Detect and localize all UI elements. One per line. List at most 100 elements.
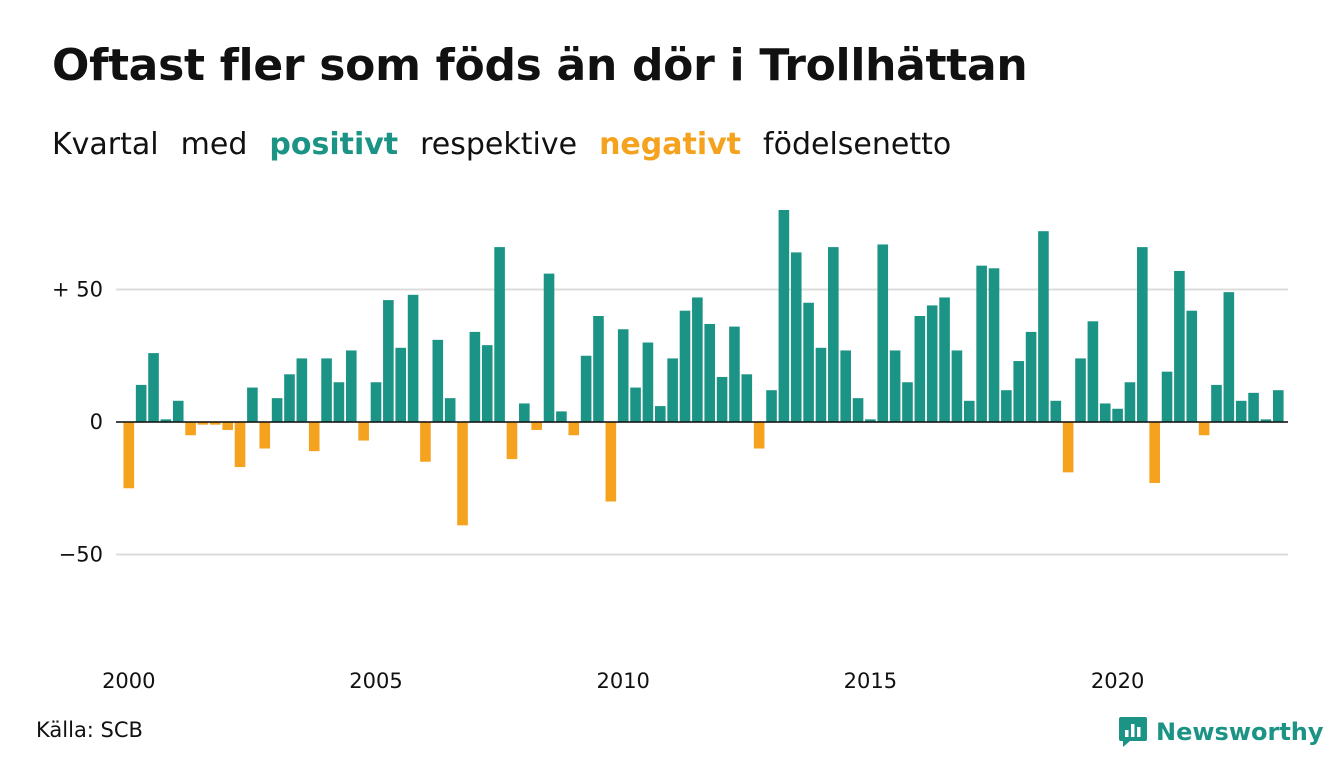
bar <box>753 422 765 449</box>
bar <box>197 422 209 425</box>
bar <box>172 400 184 422</box>
bar <box>1124 382 1136 422</box>
bar <box>988 268 1000 422</box>
bar <box>729 326 740 422</box>
bar <box>506 422 518 460</box>
bar <box>222 422 233 430</box>
bar <box>1038 231 1049 422</box>
bar <box>889 350 901 422</box>
subtitle-positive-label: positivt <box>269 127 399 162</box>
x-tick-label: 2005 <box>349 669 402 693</box>
bar <box>432 339 444 422</box>
bar <box>160 419 172 422</box>
subtitle-word: respektive <box>420 127 578 162</box>
bar <box>420 422 431 462</box>
bar <box>321 358 332 422</box>
bar <box>926 305 938 422</box>
bar <box>877 244 889 422</box>
x-tick-label: 2000 <box>102 669 155 693</box>
bar <box>790 252 802 422</box>
bar <box>444 398 456 422</box>
bar <box>135 384 147 422</box>
bar <box>148 353 159 422</box>
bar <box>902 382 913 422</box>
bar <box>741 374 753 422</box>
bar <box>1099 403 1111 422</box>
x-axis-ticks: 2000 2005 2010 2015 2020 <box>102 669 1144 693</box>
source-note: Källa: SCB <box>36 718 143 742</box>
bar <box>247 387 258 422</box>
bar <box>605 422 617 502</box>
bar <box>939 297 950 422</box>
y-tick-label: 0 <box>90 410 103 434</box>
bar <box>667 358 678 422</box>
bar <box>123 422 135 489</box>
bars <box>116 210 1288 526</box>
bar <box>543 273 555 422</box>
bar <box>531 422 542 430</box>
bar <box>654 406 666 422</box>
x-tick-label: 2015 <box>844 669 897 693</box>
bar <box>580 355 592 422</box>
bar <box>383 300 394 422</box>
bar <box>457 422 468 526</box>
bar <box>1062 422 1074 473</box>
bar <box>308 422 320 452</box>
bar <box>1161 371 1173 422</box>
y-tick-label: + 50 <box>52 278 103 302</box>
bar <box>1050 400 1062 422</box>
chart-subtitle: Kvartal med positivt respektive negativt föde… <box>52 127 973 162</box>
bar <box>630 387 641 422</box>
bar <box>1001 390 1012 422</box>
bar <box>568 422 580 436</box>
bar <box>234 422 246 468</box>
bar <box>976 265 987 422</box>
bar <box>370 382 382 422</box>
bar <box>296 358 308 422</box>
newsworthy-icon <box>1119 717 1147 747</box>
x-tick-label: 2020 <box>1091 669 1144 693</box>
bar <box>1223 292 1235 422</box>
subtitle-negative-label: negativt <box>599 127 742 162</box>
bar <box>840 350 851 422</box>
bar <box>815 347 827 422</box>
bar <box>828 247 839 422</box>
bar <box>519 403 530 422</box>
subtitle-word: Kvartal <box>52 127 159 162</box>
subtitle-word: födelsenetto <box>763 127 952 162</box>
bar <box>803 302 814 422</box>
bar <box>1013 361 1025 422</box>
bar <box>865 419 876 422</box>
bar <box>1025 331 1037 422</box>
bar <box>481 345 493 422</box>
bar <box>1260 419 1272 422</box>
bar <box>914 316 926 422</box>
bar <box>963 400 975 422</box>
bar <box>271 398 283 422</box>
bar <box>395 347 407 422</box>
bar <box>1112 408 1123 422</box>
bar <box>259 422 271 449</box>
bar <box>1272 390 1284 422</box>
bar <box>185 422 196 436</box>
bar <box>1137 247 1148 422</box>
bar <box>1198 422 1210 436</box>
bar <box>494 247 505 422</box>
brand-logo: Newsworthy <box>1118 714 1324 750</box>
bar <box>593 316 604 422</box>
bar <box>642 342 654 422</box>
bar <box>778 210 790 422</box>
bar <box>1211 384 1222 422</box>
bar <box>1248 392 1259 422</box>
bar <box>951 350 963 422</box>
bar <box>692 297 703 422</box>
bar <box>556 411 567 422</box>
bar <box>1149 422 1160 483</box>
bar <box>345 350 357 422</box>
bar <box>704 323 716 422</box>
bar <box>852 398 864 422</box>
bar <box>407 294 419 422</box>
bar <box>284 374 295 422</box>
y-axis-ticks: + 50 0 −50 <box>52 278 103 567</box>
